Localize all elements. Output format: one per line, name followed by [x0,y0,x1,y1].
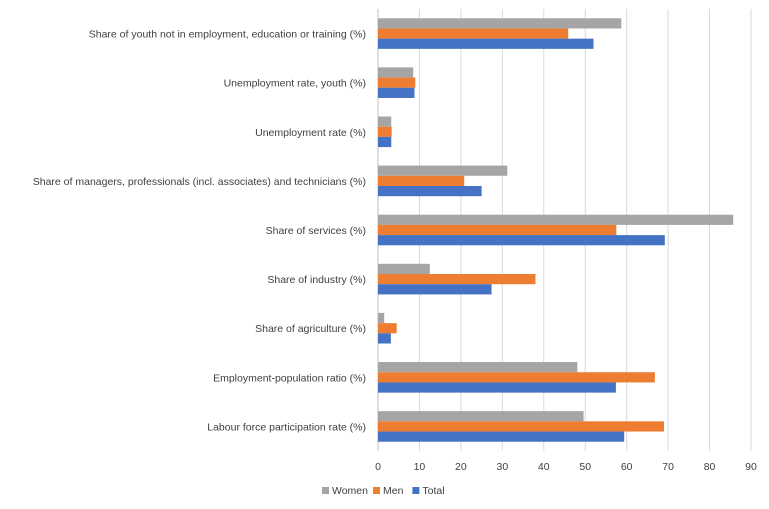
legend-swatch-women [322,487,329,494]
bar-men [378,175,465,186]
bar-women [378,116,392,127]
x-axis-ticks: 0 10 20 30 40 50 60 70 80 90 [375,461,757,473]
category-label: Labour force participation rate (%) [207,421,366,433]
bar-total [378,185,482,197]
bar-men [378,274,536,285]
bar-total [378,235,665,246]
category-label: Share of agriculture (%) [255,323,366,335]
bar-men [378,421,664,432]
legend-label: Total [422,485,444,497]
x-tick-label: 90 [745,461,757,473]
x-tick-label: 20 [455,461,467,473]
legend-label: Women [332,485,368,497]
category-label: Employment-population ratio (%) [213,372,366,384]
bar-women [378,214,734,225]
legend: Women Men Total [322,485,445,497]
legend-swatch-total [412,487,420,494]
bar-women [378,263,430,275]
bar-total [378,431,625,442]
legend-label: Men [383,485,404,497]
bar-men [378,224,617,236]
bar-men [378,126,392,137]
x-tick-label: 60 [621,461,633,473]
legend-swatch-men [373,487,380,494]
bar-women [378,411,584,422]
x-tick-label: 50 [579,461,591,473]
bar-women [378,312,385,324]
bar-total [378,382,616,393]
bar-total [378,136,392,148]
bar-women [378,165,508,176]
bar-men [378,77,416,88]
bar-women [378,362,578,373]
bars [378,18,734,442]
bar-total [378,87,415,98]
x-tick-label: 0 [375,461,381,473]
bar-men [378,323,397,334]
category-label: Share of services (%) [266,225,366,237]
category-label: Share of industry (%) [267,274,366,286]
x-tick-label: 40 [538,461,550,473]
category-label: Share of managers, professionals (incl. … [33,176,366,188]
category-label: Share of youth not in employment, educat… [89,29,366,41]
category-label: Unemployment rate (%) [255,127,366,139]
bar-men [378,372,655,383]
bar-total [378,284,492,295]
x-tick-label: 10 [414,461,426,473]
category-label: Unemployment rate, youth (%) [224,78,366,90]
bar-women [378,67,414,78]
category-labels: Share of youth not in employment, educat… [33,29,366,434]
x-tick-label: 70 [662,461,674,473]
bar-total [378,333,391,344]
x-tick-label: 30 [496,461,508,473]
bar-women [378,18,622,29]
bar-men [378,28,569,39]
bar-total [378,38,594,49]
x-tick-label: 80 [704,461,716,473]
